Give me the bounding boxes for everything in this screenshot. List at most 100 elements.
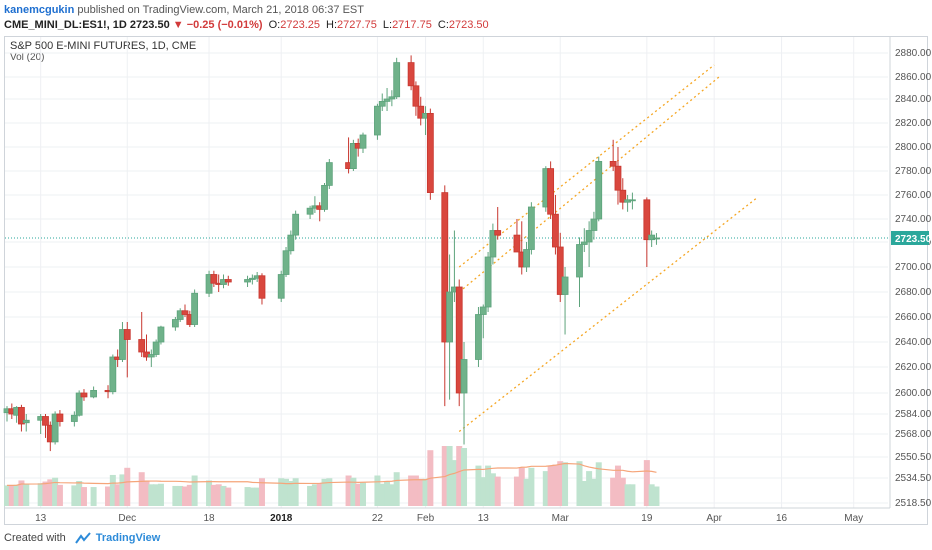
volume-bar: [47, 479, 54, 506]
volume-bar: [114, 484, 121, 506]
candle-body[interactable]: [123, 329, 131, 340]
trend-channel-line[interactable]: [458, 196, 758, 433]
candle-body[interactable]: [42, 416, 49, 426]
candle-body[interactable]: [90, 389, 97, 398]
candle-body[interactable]: [479, 306, 487, 315]
candle-body[interactable]: [494, 230, 502, 236]
candle-body[interactable]: [176, 310, 184, 320]
volume-bar: [581, 481, 588, 506]
candle-body[interactable]: [446, 291, 453, 343]
candle-body[interactable]: [18, 407, 25, 425]
candle-body[interactable]: [527, 206, 535, 250]
candle-body[interactable]: [547, 168, 555, 215]
candle-body[interactable]: [75, 392, 83, 416]
author-link[interactable]: kanemcgukin: [4, 4, 75, 16]
candle-body[interactable]: [484, 256, 492, 308]
volume-bar: [105, 486, 112, 506]
volume-bar: [614, 465, 621, 506]
volume-bar: [562, 462, 569, 506]
candle-body[interactable]: [576, 244, 583, 278]
candle-body[interactable]: [321, 184, 328, 210]
volume-bar: [422, 478, 429, 506]
candle-body[interactable]: [138, 339, 146, 353]
candle-body[interactable]: [224, 279, 232, 283]
candle-body[interactable]: [426, 113, 434, 193]
candle-body[interactable]: [590, 218, 598, 231]
candle-body[interactable]: [619, 189, 627, 203]
candle-body[interactable]: [22, 419, 30, 424]
candle-body[interactable]: [210, 274, 218, 284]
y-tick-label: 2600.00: [895, 388, 932, 399]
volume-bar: [80, 487, 87, 506]
candle-body[interactable]: [282, 250, 290, 275]
candle-body[interactable]: [244, 279, 251, 283]
candle-body[interactable]: [277, 274, 285, 299]
y-tick-label: 2860.00: [895, 72, 932, 83]
candle-body[interactable]: [393, 62, 401, 98]
candle-body[interactable]: [383, 98, 391, 102]
volume-bar: [547, 465, 554, 506]
candle-body[interactable]: [556, 246, 564, 295]
candle-body[interactable]: [258, 275, 266, 299]
candle-body[interactable]: [181, 310, 189, 315]
tradingview-brand-link[interactable]: TradingView: [95, 532, 161, 544]
candle-body[interactable]: [648, 234, 656, 241]
candle-body[interactable]: [109, 356, 117, 393]
candle-body[interactable]: [378, 101, 386, 107]
volume-bar: [42, 481, 49, 506]
candle-body[interactable]: [412, 85, 420, 107]
y-tick-label: 2584.00: [895, 409, 932, 420]
volume-bar: [552, 464, 559, 506]
candle-body[interactable]: [287, 234, 295, 252]
candle-body[interactable]: [629, 199, 636, 202]
candle-body[interactable]: [513, 234, 521, 253]
candle-body[interactable]: [152, 341, 160, 355]
volume-bar: [494, 476, 501, 506]
trend-channel-line[interactable]: [458, 76, 720, 293]
candle-body[interactable]: [119, 329, 126, 360]
candle-body[interactable]: [552, 213, 559, 248]
candle-body[interactable]: [147, 354, 155, 358]
candle-body[interactable]: [407, 62, 415, 87]
candle-body[interactable]: [614, 165, 622, 191]
candle-body[interactable]: [561, 276, 569, 295]
candle-body[interactable]: [417, 105, 425, 119]
candle-body[interactable]: [460, 359, 468, 394]
trend-channel-line[interactable]: [458, 64, 715, 268]
candle-body[interactable]: [56, 413, 64, 422]
candle-body[interactable]: [325, 162, 333, 186]
candle-body[interactable]: [523, 249, 530, 268]
chart-panel[interactable]: [4, 36, 928, 525]
candle-body[interactable]: [205, 274, 213, 294]
candle-body[interactable]: [441, 192, 449, 343]
volume-bar: [417, 478, 424, 506]
candle-body[interactable]: [70, 414, 78, 422]
candle-body[interactable]: [51, 413, 59, 443]
candle-body[interactable]: [80, 392, 88, 398]
volume-bar: [513, 476, 520, 506]
candle-body[interactable]: [359, 134, 367, 149]
candle-body[interactable]: [580, 241, 588, 245]
candle-body[interactable]: [475, 314, 482, 360]
candle-body[interactable]: [306, 207, 314, 215]
candle-body[interactable]: [349, 142, 357, 169]
candle-body[interactable]: [374, 105, 381, 136]
volume-bar: [480, 477, 487, 506]
candle-body[interactable]: [643, 199, 651, 241]
candle-body[interactable]: [157, 326, 165, 343]
candle-body[interactable]: [489, 230, 497, 258]
candle-body[interactable]: [609, 160, 617, 167]
candle-body[interactable]: [595, 160, 603, 220]
candle-body[interactable]: [191, 292, 199, 325]
candle-body[interactable]: [585, 230, 593, 243]
volume-bar: [206, 480, 213, 506]
candle-body[interactable]: [171, 319, 179, 328]
volume-bar: [326, 478, 333, 506]
candle-body[interactable]: [248, 277, 256, 280]
candle-body[interactable]: [653, 237, 660, 240]
candle-body[interactable]: [388, 96, 396, 100]
candle-body[interactable]: [292, 213, 300, 236]
volume-bar: [316, 483, 323, 506]
candle-body[interactable]: [455, 286, 463, 394]
